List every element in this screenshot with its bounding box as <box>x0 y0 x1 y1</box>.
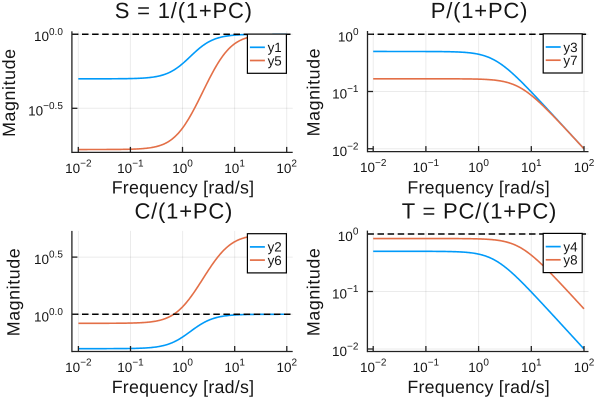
svg-text:Magnitude: Magnitude <box>0 48 19 136</box>
svg-text:S = 1/(1+PC): S = 1/(1+PC) <box>115 0 253 23</box>
svg-text:y2: y2 <box>268 240 282 255</box>
svg-text:Frequency [rad/s]: Frequency [rad/s] <box>407 377 550 397</box>
svg-text:Magnitude: Magnitude <box>4 248 24 336</box>
svg-text:Frequency [rad/s]: Frequency [rad/s] <box>112 177 255 197</box>
svg-text:P/(1+PC): P/(1+PC) <box>431 0 528 23</box>
svg-text:y5: y5 <box>268 53 282 68</box>
svg-text:C/(1+PC): C/(1+PC) <box>134 199 233 224</box>
svg-text:y7: y7 <box>563 53 577 68</box>
svg-text:y1: y1 <box>268 40 282 55</box>
svg-text:y3: y3 <box>563 40 577 55</box>
svg-text:y6: y6 <box>268 253 282 268</box>
svg-text:T = PC/(1+PC): T = PC/(1+PC) <box>402 199 557 224</box>
svg-text:y8: y8 <box>563 253 577 268</box>
svg-text:Magnitude: Magnitude <box>304 248 324 336</box>
svg-text:Frequency [rad/s]: Frequency [rad/s] <box>407 177 550 197</box>
svg-text:y4: y4 <box>563 239 578 254</box>
svg-text:Magnitude: Magnitude <box>304 48 324 136</box>
svg-text:Frequency [rad/s]: Frequency [rad/s] <box>112 377 255 397</box>
